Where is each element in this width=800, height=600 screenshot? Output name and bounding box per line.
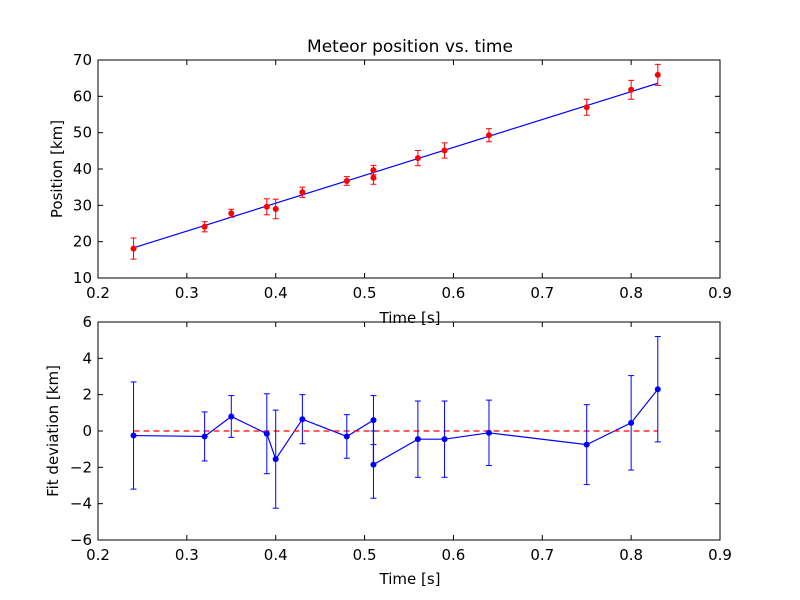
residual-data-point <box>343 433 350 440</box>
residual-x-tick-label: 0.6 <box>441 546 465 564</box>
position-y-axis-label: Position [km] <box>48 120 66 218</box>
residual-data-point <box>414 436 421 443</box>
residual-x-tick-label: 0.7 <box>530 546 554 564</box>
residual-data-point <box>228 413 235 420</box>
residual-y-tick-label: −6 <box>70 531 92 549</box>
residual-data-point <box>628 419 635 426</box>
position-y-tick-label: 30 <box>73 196 92 214</box>
position-data-point <box>441 147 448 154</box>
residual-data-point <box>654 386 661 393</box>
position-x-tick-label: 0.3 <box>175 284 199 302</box>
position-x-axis-label: Time [s] <box>379 309 441 327</box>
residual-x-axis-label: Time [s] <box>379 570 441 588</box>
position-data-point <box>414 155 421 162</box>
position-x-tick-label: 0.2 <box>86 284 110 302</box>
position-data-point <box>370 174 377 181</box>
fit-line <box>133 82 658 249</box>
residual-x-tick-label: 0.9 <box>708 546 732 564</box>
residual-data-point <box>485 429 492 436</box>
position-data-point <box>299 189 306 196</box>
residual-x-tick-label: 0.5 <box>353 546 377 564</box>
position-y-tick-label: 60 <box>73 87 92 105</box>
position-x-tick-label: 0.5 <box>353 284 377 302</box>
position-y-tick-label: 50 <box>73 124 92 142</box>
residual-data-point <box>441 436 448 443</box>
position-data-point <box>263 203 270 210</box>
position-data-point <box>628 86 635 93</box>
position-data-point <box>130 245 137 252</box>
residual-data-point <box>201 433 208 440</box>
residual-series-line <box>133 388 659 466</box>
residual-y-tick-label: −2 <box>70 458 92 476</box>
position-data-point <box>485 132 492 139</box>
residual-y-tick-label: 6 <box>82 313 92 331</box>
residual-y-tick-label: 2 <box>82 386 92 404</box>
residual-x-tick-label: 0.8 <box>619 546 643 564</box>
residual-y-axis-label: Fit deviation [km] <box>44 365 62 497</box>
position-chart-title: Meteor position vs. time <box>307 37 513 57</box>
position-data-point <box>370 167 377 174</box>
position-data-layer <box>130 63 661 260</box>
position-x-tick-label: 0.6 <box>441 284 465 302</box>
position-data-point <box>583 104 590 111</box>
residual-y-tick-label: 4 <box>82 349 92 367</box>
residual-plot: Fit deviation [km] Time [s] 0.2 0.3 0.4 0.5… <box>44 313 732 588</box>
position-data-point <box>272 205 279 212</box>
position-y-tick-label: 20 <box>73 233 92 251</box>
residual-data-point <box>370 417 377 424</box>
position-data-point <box>201 223 208 230</box>
position-y-tick-label: 40 <box>73 160 92 178</box>
position-data-point <box>228 210 235 217</box>
position-x-tick-label: 0.9 <box>708 284 732 302</box>
residual-data-point <box>370 461 377 468</box>
residual-plot-frame <box>97 321 721 541</box>
residual-y-tick-label: 0 <box>82 422 92 440</box>
residual-data-layer <box>130 336 661 509</box>
position-plot-frame <box>97 59 721 279</box>
residual-y-tick-label: −4 <box>70 495 92 513</box>
residual-x-tick-label: 0.4 <box>264 546 288 564</box>
residual-data-point <box>299 416 306 423</box>
residual-data-point <box>130 432 137 439</box>
position-y-tick-label: 70 <box>73 51 92 69</box>
residual-x-tick-label: 0.3 <box>175 546 199 564</box>
residual-x-tick-label: 0.2 <box>86 546 110 564</box>
position-plot: Meteor position vs. time Position [km] T… <box>48 37 732 327</box>
position-ticks: 0.2 0.3 0.4 0.5 0.6 0.7 0.8 0.9 10 20 30 40 50 60 70 <box>73 51 732 302</box>
position-x-tick-label: 0.7 <box>530 284 554 302</box>
position-x-tick-label: 0.8 <box>619 284 643 302</box>
residual-data-point <box>263 430 270 437</box>
position-data-point <box>343 177 350 184</box>
position-data-point <box>654 71 661 78</box>
residual-data-point <box>583 441 590 448</box>
position-y-tick-label: 10 <box>73 269 92 287</box>
residual-data-point <box>272 456 279 463</box>
residual-ticks: 0.2 0.3 0.4 0.5 0.6 0.7 0.8 0.9 −6 −4 −2 0 2 4 6 <box>70 313 732 564</box>
position-x-tick-label: 0.4 <box>264 284 288 302</box>
